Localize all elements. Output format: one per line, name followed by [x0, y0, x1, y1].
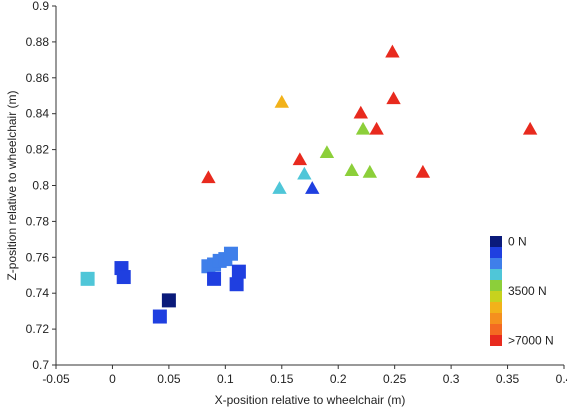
triangle-marker — [297, 166, 312, 180]
triangle-marker — [362, 164, 378, 178]
colorbar-swatch — [490, 291, 502, 302]
triangle-marker — [344, 163, 359, 176]
colorbar-swatch — [490, 302, 502, 313]
y-tick-label: 0.7 — [32, 358, 49, 372]
triangle-marker — [386, 91, 401, 105]
colorbar-swatch — [490, 313, 502, 324]
y-tick-label: 0.9 — [32, 0, 49, 13]
x-tick-label: 0 — [109, 372, 116, 386]
square-marker — [80, 271, 95, 286]
x-axis-label: X-position relative to wheelchair (m) — [215, 393, 406, 407]
triangle-marker — [369, 121, 384, 135]
x-tick-label: 0.4 — [556, 372, 567, 386]
x-tick-label: 0.1 — [217, 372, 234, 386]
x-tick-label: 0.05 — [157, 372, 181, 386]
x-tick-label: 0.25 — [383, 372, 407, 386]
square-marker — [207, 271, 222, 286]
triangle-marker — [292, 152, 308, 166]
triangle-marker — [415, 164, 431, 178]
x-tick-label: 0.2 — [330, 372, 347, 386]
triangle-marker — [201, 170, 216, 184]
colorbar-swatch — [490, 258, 502, 269]
colorbar-swatch — [490, 236, 502, 247]
colorbar-swatch — [490, 324, 502, 335]
y-tick-label: 0.86 — [26, 71, 50, 85]
y-tick-label: 0.88 — [26, 35, 50, 49]
y-tick-label: 0.8 — [32, 179, 49, 193]
square-marker — [116, 270, 131, 285]
data-points — [80, 44, 538, 324]
x-tick-label: 0.15 — [270, 372, 294, 386]
y-tick-label: 0.72 — [26, 322, 50, 336]
colorbar-swatch — [490, 247, 502, 258]
y-tick-label: 0.84 — [26, 107, 50, 121]
triangle-marker — [319, 145, 335, 158]
square-marker — [231, 264, 246, 279]
y-tick-label: 0.78 — [26, 214, 50, 228]
y-axis-label: Z-position relative to wheelchair (m) — [5, 90, 19, 280]
axes: -0.05 0 0.05 0.1 0.15 0.2 0.25 0.3 0.35 0.4 0.7 0.7… — [26, 0, 567, 386]
triangle-marker — [274, 94, 289, 108]
colorbar-label: 0 N — [508, 235, 527, 249]
x-tick-label: -0.05 — [42, 372, 70, 386]
x-tick-label: 0.3 — [443, 372, 460, 386]
colorbar-swatch — [490, 269, 502, 280]
square-marker — [161, 293, 176, 308]
square-marker — [152, 309, 167, 324]
x-tick-label: 0.35 — [496, 372, 520, 386]
triangle-marker — [305, 181, 320, 194]
triangle-marker — [522, 121, 538, 135]
square-marker — [229, 277, 244, 292]
y-tick-label: 0.74 — [26, 286, 50, 300]
square-marker — [223, 246, 238, 261]
y-tick-label: 0.76 — [26, 250, 50, 264]
triangle-marker — [272, 181, 287, 194]
colorbar-label: 3500 N — [508, 284, 547, 298]
colorbar-label: >7000 N — [508, 334, 554, 348]
colorbar-swatch — [490, 335, 502, 346]
colorbar-swatch — [490, 280, 502, 291]
triangle-marker — [385, 44, 400, 58]
force-colorbar: 0 N 3500 N >7000 N — [490, 235, 554, 348]
triangle-marker — [355, 121, 371, 135]
triangle-marker — [353, 105, 368, 119]
y-tick-label: 0.82 — [26, 143, 50, 157]
